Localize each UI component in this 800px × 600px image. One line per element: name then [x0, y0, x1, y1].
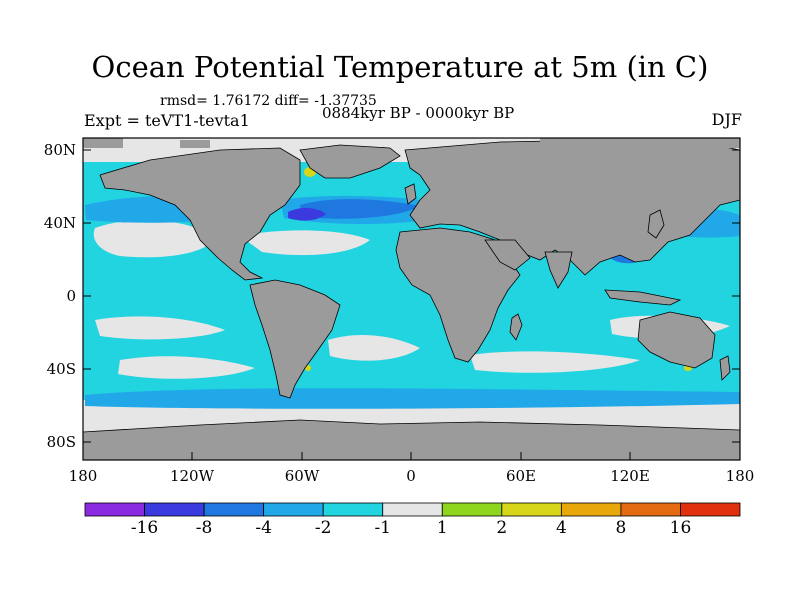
period-label: 0884kyr BP - 0000kyr BP — [322, 104, 515, 122]
x-tick-label: 180 — [726, 467, 755, 485]
colorbar — [84, 502, 741, 517]
colorbar-tick-label: -2 — [314, 518, 332, 538]
japan — [647, 209, 665, 239]
cool-band-southern-ocean — [85, 388, 740, 409]
x-axis-labels: 180 120W 60W 0 60E 120E 180 — [69, 467, 755, 485]
x-tick-label: 60E — [506, 467, 536, 485]
neutral-patch-south-atlantic — [328, 334, 420, 361]
stats-text: rmsd= 1.76172 diff= -1.37735 — [160, 93, 377, 109]
y-tick-label: 40S — [47, 360, 76, 378]
x-tick-label: 60W — [285, 467, 320, 485]
colorbar-tick-label: 1 — [436, 518, 448, 538]
map-title: Ocean Potential Temperature at 5m (in C) — [91, 50, 709, 84]
arctic-land-cells — [83, 138, 740, 148]
neutral-patch-north-pacific — [93, 220, 215, 258]
greenland — [299, 144, 401, 179]
colorbar-tick-label: 2 — [496, 518, 508, 538]
x-tick-label: 120E — [610, 467, 650, 485]
colorbar-tick-label: -8 — [195, 518, 213, 538]
neutral-patch-south-pacific-2 — [118, 356, 255, 379]
season-label: DJF — [711, 110, 742, 129]
y-axis-ticks — [83, 149, 740, 443]
colorbar-tick-label: 4 — [555, 518, 567, 538]
y-tick-label: 80S — [47, 433, 76, 451]
neutral-patch-south-pacific — [95, 316, 225, 340]
x-tick-label: 180 — [69, 467, 98, 485]
landmasses — [83, 139, 740, 460]
colorbar-tick-label: -16 — [130, 518, 159, 538]
x-tick-label: 120W — [170, 467, 215, 485]
colorbar-swatch — [203, 502, 265, 517]
colorbar-tick-label: -1 — [374, 518, 391, 538]
colorbar-swatch — [501, 502, 562, 517]
antarctica — [83, 419, 740, 460]
neutral-patch-north-atlantic — [240, 230, 370, 256]
y-tick-label: 40N — [44, 214, 76, 232]
new-zealand — [719, 355, 731, 381]
y-tick-label: 0 — [66, 287, 76, 305]
colorbar-swatch — [680, 502, 741, 517]
colorbar-tick-label: 16 — [669, 518, 692, 538]
india — [544, 251, 573, 289]
x-axis-ticks — [82, 452, 741, 460]
colorbar-swatch — [441, 502, 503, 517]
colorbar-swatch — [560, 502, 622, 517]
colorbar-swatch — [322, 502, 384, 517]
strong-cold-patch-newfoundland — [288, 208, 326, 221]
arabia — [484, 239, 531, 271]
colorbar-swatch — [84, 502, 145, 517]
colorbar-swatch — [620, 502, 681, 517]
south-america — [249, 279, 341, 399]
maritime-continent — [604, 289, 682, 306]
british-isles — [404, 183, 417, 205]
colorbar-tick-label: 8 — [615, 518, 627, 538]
map-plot-area — [83, 138, 740, 460]
cold-patch-gulf-stream — [300, 199, 420, 219]
eurasia — [404, 139, 740, 276]
colorbar-swatch — [382, 502, 443, 517]
experiment-label: Expt = teVT1-tevta1 — [84, 111, 250, 130]
colorbar-swatch — [144, 502, 205, 517]
neutral-patch-southern-indian — [470, 351, 640, 373]
australia — [637, 311, 716, 369]
colorbar-swatch — [263, 502, 324, 517]
y-axis-labels: 80N 40N 0 40S 80S — [44, 141, 76, 451]
north-america — [99, 147, 301, 281]
colorbar-tick-label: -4 — [255, 518, 272, 538]
y-tick-label: 80N — [44, 141, 76, 159]
x-tick-label: 0 — [406, 467, 416, 485]
madagascar — [509, 313, 523, 341]
